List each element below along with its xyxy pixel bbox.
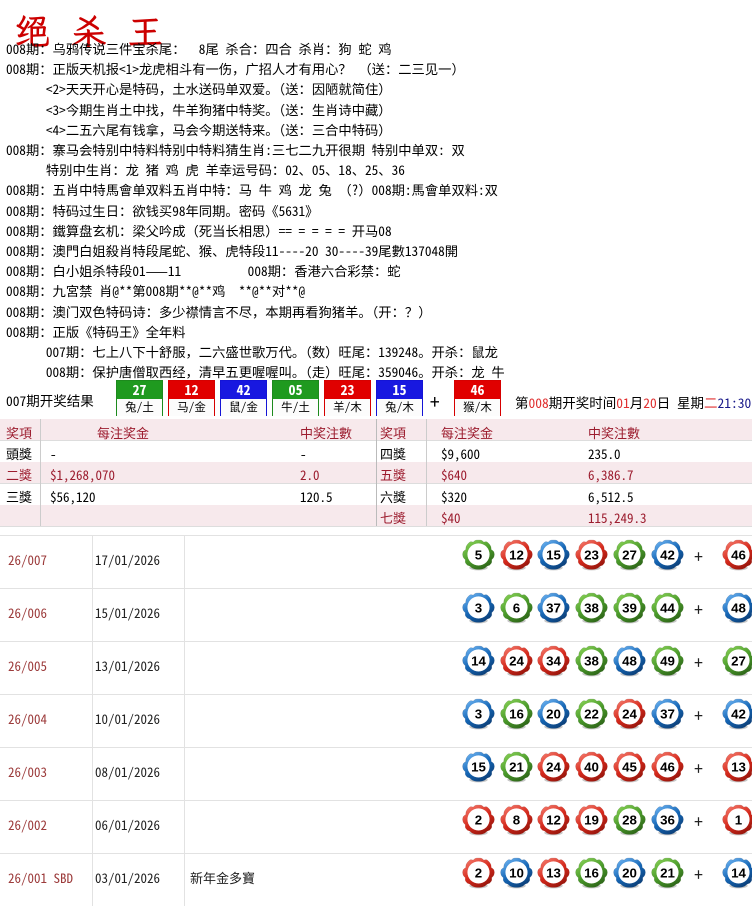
svg-text:44: 44 [660,601,675,616]
svg-text:13: 13 [731,760,746,775]
svg-text:37: 37 [546,601,561,616]
svg-text:20: 20 [546,707,561,722]
svg-text:38: 38 [584,601,599,616]
svg-text:27: 27 [622,548,637,563]
svg-text:39: 39 [622,601,637,616]
svg-text:15: 15 [471,760,486,775]
svg-text:3: 3 [475,601,482,616]
svg-text:34: 34 [546,654,561,669]
svg-text:12: 12 [546,813,561,828]
svg-text:24: 24 [509,654,524,669]
svg-text:28: 28 [622,813,637,828]
svg-text:21: 21 [509,760,524,775]
svg-text:12: 12 [509,548,524,563]
svg-text:38: 38 [584,654,599,669]
svg-text:13: 13 [546,866,561,881]
svg-text:45: 45 [622,760,637,775]
svg-text:15: 15 [546,548,561,563]
svg-text:36: 36 [660,813,675,828]
svg-text:46: 46 [660,760,675,775]
svg-text:24: 24 [622,707,637,722]
svg-text:5: 5 [475,548,483,563]
svg-text:14: 14 [471,654,486,669]
svg-text:27: 27 [731,654,746,669]
svg-text:14: 14 [731,866,746,881]
svg-text:42: 42 [660,548,675,563]
svg-text:3: 3 [475,707,482,722]
svg-text:46: 46 [731,548,746,563]
svg-text:48: 48 [731,601,746,616]
svg-text:1: 1 [735,813,743,828]
svg-text:37: 37 [660,707,675,722]
svg-text:2: 2 [475,866,482,881]
svg-text:20: 20 [622,866,637,881]
svg-text:49: 49 [660,654,675,669]
svg-text:23: 23 [584,548,599,563]
svg-text:2: 2 [475,813,482,828]
svg-text:6: 6 [512,601,519,616]
svg-text:40: 40 [584,760,599,775]
svg-text:10: 10 [509,866,524,881]
svg-text:16: 16 [509,707,524,722]
svg-text:42: 42 [731,707,746,722]
svg-text:19: 19 [584,813,599,828]
svg-text:8: 8 [512,813,519,828]
svg-text:16: 16 [584,866,599,881]
svg-text:48: 48 [622,654,637,669]
svg-text:21: 21 [660,866,675,881]
svg-text:24: 24 [546,760,561,775]
svg-text:22: 22 [584,707,599,722]
